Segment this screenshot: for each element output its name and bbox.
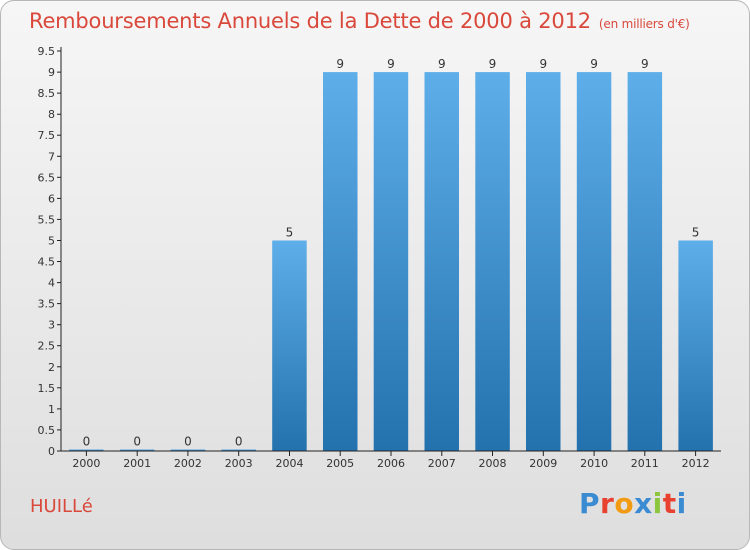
data-label-2006: 9 xyxy=(387,57,395,71)
logo-letter: o xyxy=(614,487,635,520)
y-tick-label: 6 xyxy=(48,192,55,205)
x-tick-label-2007: 2007 xyxy=(428,457,456,470)
bar-2006 xyxy=(373,72,409,451)
bar-2010 xyxy=(576,72,612,451)
y-tick-label: 3 xyxy=(48,319,55,332)
data-label-2004: 5 xyxy=(286,226,294,240)
y-tick-label: 7.5 xyxy=(38,129,56,142)
data-label-2002: 0 xyxy=(184,435,192,449)
chart-title-text: Remboursements Annuels de la Dette de 20… xyxy=(29,9,591,33)
y-tick-label: 7 xyxy=(48,150,55,163)
bar-2003 xyxy=(221,449,256,451)
data-label-2001: 0 xyxy=(133,435,141,449)
bars-layer xyxy=(69,72,713,451)
x-tick-label-2011: 2011 xyxy=(631,457,659,470)
y-tick-label: 3.5 xyxy=(38,298,56,311)
y-tick-label: 9 xyxy=(48,66,55,79)
bar-2002 xyxy=(170,449,206,451)
y-tick-label: 4.5 xyxy=(38,256,56,269)
bar-2008 xyxy=(475,72,510,451)
bar-2007 xyxy=(424,72,459,451)
data-labels-layer: 0 0 0 0 5 9 9 9 9 9 9 9 5 xyxy=(83,57,700,448)
data-label-2009: 9 xyxy=(539,57,547,71)
bar-2005 xyxy=(323,72,358,451)
x-tick-label-2002: 2002 xyxy=(174,457,202,470)
x-tick-label-2001: 2001 xyxy=(123,457,151,470)
y-tick-label: 8.5 xyxy=(38,87,56,100)
logo-letter: t xyxy=(662,487,677,520)
logo-letter: i xyxy=(676,487,687,520)
data-label-2003: 0 xyxy=(235,435,243,449)
y-tick-label: 5.5 xyxy=(38,213,56,226)
logo-letter: x xyxy=(634,487,653,520)
data-label-2007: 9 xyxy=(438,57,446,71)
x-tick-label-2004: 2004 xyxy=(276,457,304,470)
bar-2009 xyxy=(526,72,561,451)
chart-subtitle: (en milliers d'€) xyxy=(598,17,690,31)
y-tick-label: 2.5 xyxy=(38,340,56,353)
x-tick-label-2012: 2012 xyxy=(682,457,710,470)
x-tick-label-2000: 2000 xyxy=(72,457,100,470)
y-tick-label: 1.5 xyxy=(38,382,56,395)
x-tick-label-2005: 2005 xyxy=(326,457,354,470)
y-tick-label: 2 xyxy=(48,361,55,374)
data-label-2011: 9 xyxy=(641,57,649,71)
x-tick-label-2010: 2010 xyxy=(580,457,608,470)
bar-2012 xyxy=(678,240,713,451)
data-label-2005: 9 xyxy=(336,57,344,71)
logo-letter: i xyxy=(652,487,663,520)
y-tick-label: 6.5 xyxy=(38,171,56,184)
y-tick-label: 8 xyxy=(48,108,55,121)
logo-letter: P xyxy=(579,487,601,520)
y-tick-label: 1 xyxy=(48,403,55,416)
commune-name: HUILLé xyxy=(30,496,93,517)
axes-layer: 2000 2001 2002 2003 2004 2005 2006 2007 2008 2009… xyxy=(38,45,721,470)
y-tick-label: 9.5 xyxy=(38,45,56,58)
logo-letter: r xyxy=(600,487,615,520)
x-tick-label-2006: 2006 xyxy=(377,457,405,470)
y-tick-label: 4 xyxy=(48,277,55,290)
bar-2000 xyxy=(69,449,104,451)
data-label-2000: 0 xyxy=(83,435,91,449)
x-tick-label-2003: 2003 xyxy=(225,457,253,470)
bar-2004 xyxy=(272,240,307,451)
data-label-2012: 5 xyxy=(692,226,700,240)
data-label-2008: 9 xyxy=(489,57,497,71)
y-tick-label: 0.5 xyxy=(38,424,56,437)
bar-2011 xyxy=(627,72,663,451)
x-tick-label-2008: 2008 xyxy=(479,457,507,470)
y-tick-label: 0 xyxy=(48,445,55,458)
chart-title: Remboursements Annuels de la Dette de 20… xyxy=(29,9,690,33)
bar-2001 xyxy=(119,449,155,451)
y-tick-label: 5 xyxy=(48,235,55,248)
x-tick-label-2009: 2009 xyxy=(529,457,557,470)
proxiti-logo[interactable]: Proxiti xyxy=(579,487,687,520)
data-label-2010: 9 xyxy=(590,57,598,71)
